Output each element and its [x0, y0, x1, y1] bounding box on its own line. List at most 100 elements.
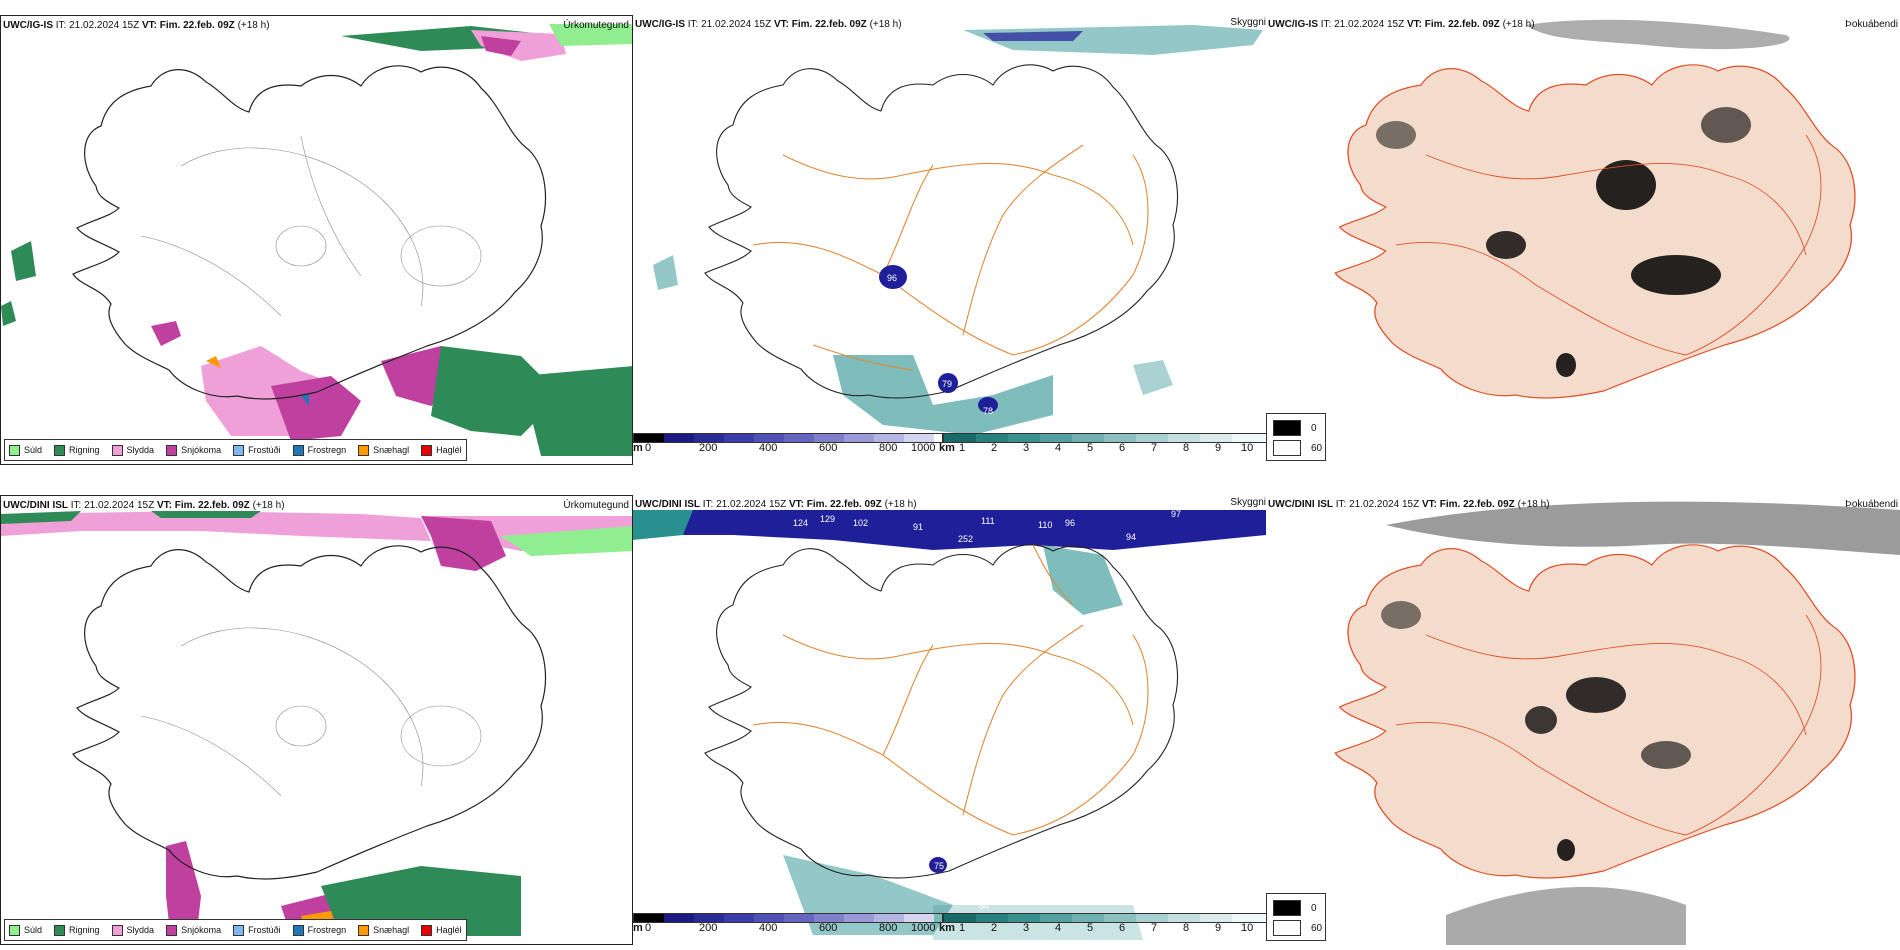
- visibility-label: 64: [979, 901, 989, 911]
- legend-swatch: [233, 924, 245, 936]
- fog-index-map: [1334, 501, 1900, 945]
- legend-swatch: [292, 444, 304, 456]
- colorbar-km: [943, 433, 1266, 443]
- legend-swatch: [421, 924, 433, 936]
- roads: [752, 544, 1149, 836]
- legend-item: Snæhagl: [358, 444, 409, 456]
- legend-swatch: [111, 444, 123, 456]
- legend-swatch: [54, 924, 66, 936]
- legend-item: Haglél: [421, 444, 462, 456]
- legend-item: Rigning: [54, 444, 100, 456]
- fog-index-map: [1334, 19, 1856, 399]
- panel-header: UWC/DINI ISL IT: 21.02.2024 15Z VT: Fim.…: [1268, 499, 1550, 510]
- colorbar-km: [943, 913, 1266, 923]
- visibility-colorbar: m 0 200 400 600 800 1000 km 1 2 3 4 5 6 …: [633, 433, 1266, 457]
- fog-index-panel-row1: UWC/IG-IS IT: 21.02.2024 15Z VT: Fim. 22…: [1266, 15, 1900, 465]
- legend-swatch: [111, 924, 123, 936]
- roads: [752, 144, 1149, 371]
- fog-legend-swatch-high: [1273, 900, 1301, 916]
- legend-item: Súld: [9, 444, 42, 456]
- panel-header: UWC/IG-IS IT: 21.02.2024 15Z VT: Fim. 22…: [635, 19, 902, 30]
- precip-legend: Súld Rigning Slydda Snjókoma Frostúði Fr…: [4, 919, 467, 941]
- roads: [1395, 614, 1822, 836]
- legend-swatch: [292, 924, 304, 936]
- panel-header: UWC/IG-IS IT: 21.02.2024 15Z VT: Fim. 22…: [3, 20, 270, 31]
- panel-title: Skyggni: [1230, 17, 1266, 28]
- legend-item: Snæhagl: [358, 924, 409, 936]
- fog-legend-swatch-low: [1273, 920, 1301, 936]
- panel-header: UWC/IG-IS IT: 21.02.2024 15Z VT: Fim. 22…: [1268, 19, 1535, 30]
- fog-legend-swatch-low: [1273, 440, 1301, 456]
- legend-item: Frostregn: [292, 444, 346, 456]
- legend-item: Frostregn: [292, 924, 346, 936]
- coastline: [1334, 64, 1856, 399]
- visibility-map: [653, 25, 1263, 435]
- legend-item: Slydda: [111, 444, 154, 456]
- legend-swatch: [166, 924, 178, 936]
- legend-item: Frostúði: [233, 924, 281, 936]
- precip-type-panel-row2: UWC/DINI ISL IT: 21.02.2024 15Z VT: Fim.…: [0, 495, 633, 945]
- visibility-label: 94: [1126, 532, 1136, 542]
- visibility-label: 129: [820, 514, 835, 524]
- legend-swatch: [166, 444, 178, 456]
- panel-header: UWC/DINI ISL IT: 21.02.2024 15Z VT: Fim.…: [635, 499, 917, 510]
- roads: [1395, 134, 1822, 356]
- panel-title: Þokuábendi: [1845, 499, 1898, 510]
- panel-title: Skyggni: [1230, 497, 1266, 508]
- visibility-label: 96: [1065, 518, 1075, 528]
- precip-type-map: [1, 511, 632, 941]
- legend-swatch: [233, 444, 245, 456]
- colorbar-meters: [633, 433, 943, 443]
- panel-title: Þokuábendi: [1845, 19, 1898, 30]
- fog-legend-swatch-high: [1273, 420, 1301, 436]
- colorbar-meters: [633, 913, 943, 923]
- coastline: [72, 545, 547, 880]
- inland-contours: [140, 135, 482, 317]
- visibility-label: 75: [934, 861, 944, 871]
- legend-item: Súld: [9, 924, 42, 936]
- visibility-label: 97: [1171, 509, 1181, 519]
- fog-areas: [1376, 107, 1751, 377]
- legend-item: Snjókoma: [166, 924, 221, 936]
- fog-index-panel-row2: UWC/DINI ISL IT: 21.02.2024 15Z VT: Fim.…: [1266, 495, 1900, 945]
- precip-legend: Súld Rigning Slydda Snjókoma Frostúði Fr…: [4, 439, 467, 461]
- panel-title: Úrkomutegund: [563, 20, 629, 31]
- visibility-label: 110: [1038, 520, 1052, 530]
- visibility-panel-row2: 124 129 102 91 111 110 96 97 94 252 75 1…: [633, 495, 1266, 945]
- visibility-label: 45: [793, 349, 803, 359]
- legend-swatch: [9, 444, 20, 456]
- panel-header: UWC/DINI ISL IT: 21.02.2024 15Z VT: Fim.…: [3, 500, 285, 511]
- legend-item: Haglél: [421, 924, 462, 936]
- legend-item: Snjókoma: [166, 444, 221, 456]
- fog-areas: [1381, 601, 1691, 861]
- visibility-label: 111: [981, 516, 995, 526]
- legend-swatch: [54, 444, 66, 456]
- visibility-label: 96: [887, 273, 897, 283]
- inland-contours: [140, 627, 482, 797]
- visibility-label: 149: [861, 418, 876, 428]
- visibility-label: 79: [942, 379, 952, 389]
- legend-swatch: [421, 444, 433, 456]
- legend-swatch: [358, 924, 370, 936]
- visibility-label: 91: [913, 522, 923, 532]
- visibility-colorbar: m 0 200 400 600 800 1000 km 1 2 3 4 5 6 …: [633, 913, 1266, 937]
- visibility-labels: 124 129 102 91 111 110 96 97 94 252 75 1…: [793, 509, 1181, 911]
- fog-legend: 0 60: [1266, 413, 1326, 461]
- visibility-label: 175: [1038, 891, 1053, 901]
- legend-item: Slydda: [111, 924, 154, 936]
- legend-item: Rigning: [54, 924, 100, 936]
- precip-type-map: [1, 24, 632, 456]
- legend-swatch: [9, 924, 20, 936]
- coastline: [72, 65, 547, 400]
- precip-areas: [1, 24, 632, 456]
- fog-legend: 0 60: [1266, 893, 1326, 941]
- legend-swatch: [358, 444, 370, 456]
- visibility-label: 78: [983, 406, 993, 416]
- panel-title: Úrkomutegund: [563, 500, 629, 511]
- precip-type-panel-row1: UWC/IG-IS IT: 21.02.2024 15Z VT: Fim. 22…: [0, 15, 633, 465]
- visibility-label: 124: [793, 518, 808, 528]
- visibility-panel-row1: 96 45 79 78 149 UWC/IG-IS IT: 21.02.2024…: [633, 15, 1266, 465]
- visibility-label: 252: [958, 534, 973, 544]
- visibility-label: 102: [853, 518, 868, 528]
- visibility-labels: 96 45 79 78 149: [793, 273, 993, 428]
